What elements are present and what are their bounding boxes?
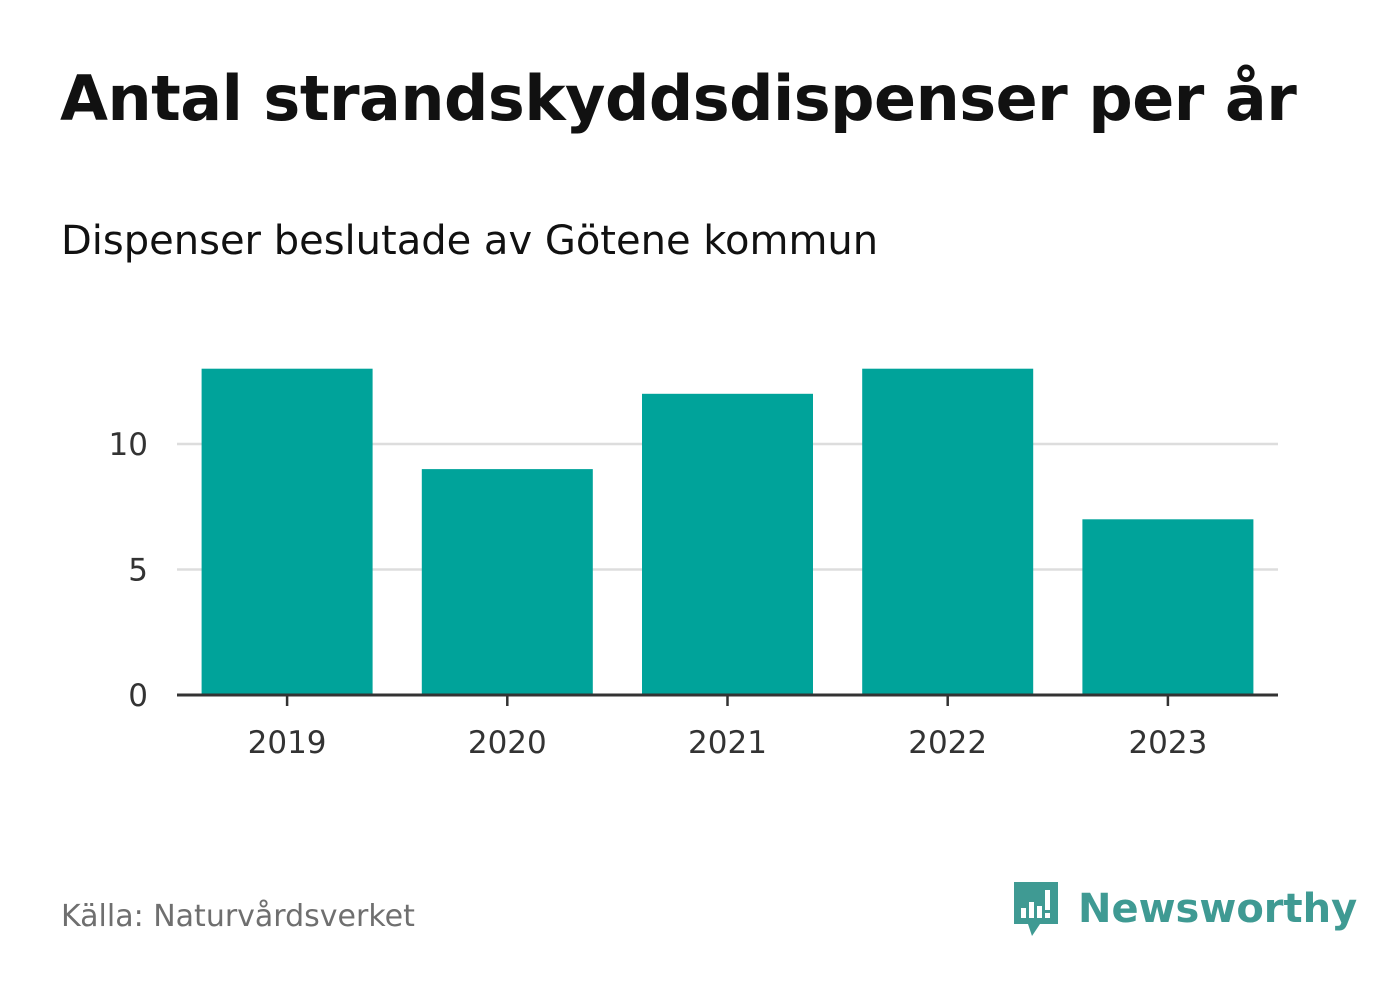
x-tick-label: 2022 bbox=[908, 725, 987, 761]
y-tick-label: 10 bbox=[109, 427, 148, 463]
bar-2020 bbox=[421, 469, 593, 695]
x-tick-label: 2019 bbox=[248, 725, 327, 761]
x-tick-label: 2021 bbox=[688, 725, 767, 761]
chart-title: Antal strandskyddsdispenser per år bbox=[60, 62, 1297, 135]
bar-2019 bbox=[201, 368, 373, 695]
x-tick-label: 2020 bbox=[468, 725, 547, 761]
bar-2023 bbox=[1082, 519, 1254, 695]
source-note: Källa: Naturvårdsverket bbox=[61, 899, 415, 934]
newsworthy-logo-icon bbox=[1014, 882, 1058, 936]
x-tick-label: 2023 bbox=[1128, 725, 1207, 761]
x-axis-ticks: 2019 2020 2021 2022 2023 bbox=[248, 695, 1207, 761]
bars bbox=[201, 368, 1254, 695]
y-axis-ticks: 0 5 10 bbox=[109, 427, 148, 714]
brand-name: Newsworthy bbox=[1078, 886, 1358, 932]
chart-subtitle: Dispenser beslutade av Götene kommun bbox=[61, 218, 879, 264]
bar-2021 bbox=[642, 393, 813, 695]
bar-chart: 0 5 10 2019 2020 2021 2022 2023 bbox=[109, 368, 1278, 761]
bar-2022 bbox=[862, 368, 1034, 695]
y-tick-label: 0 bbox=[128, 678, 148, 714]
y-tick-label: 5 bbox=[128, 553, 148, 589]
brand-logo: Newsworthy bbox=[1010, 878, 1357, 940]
